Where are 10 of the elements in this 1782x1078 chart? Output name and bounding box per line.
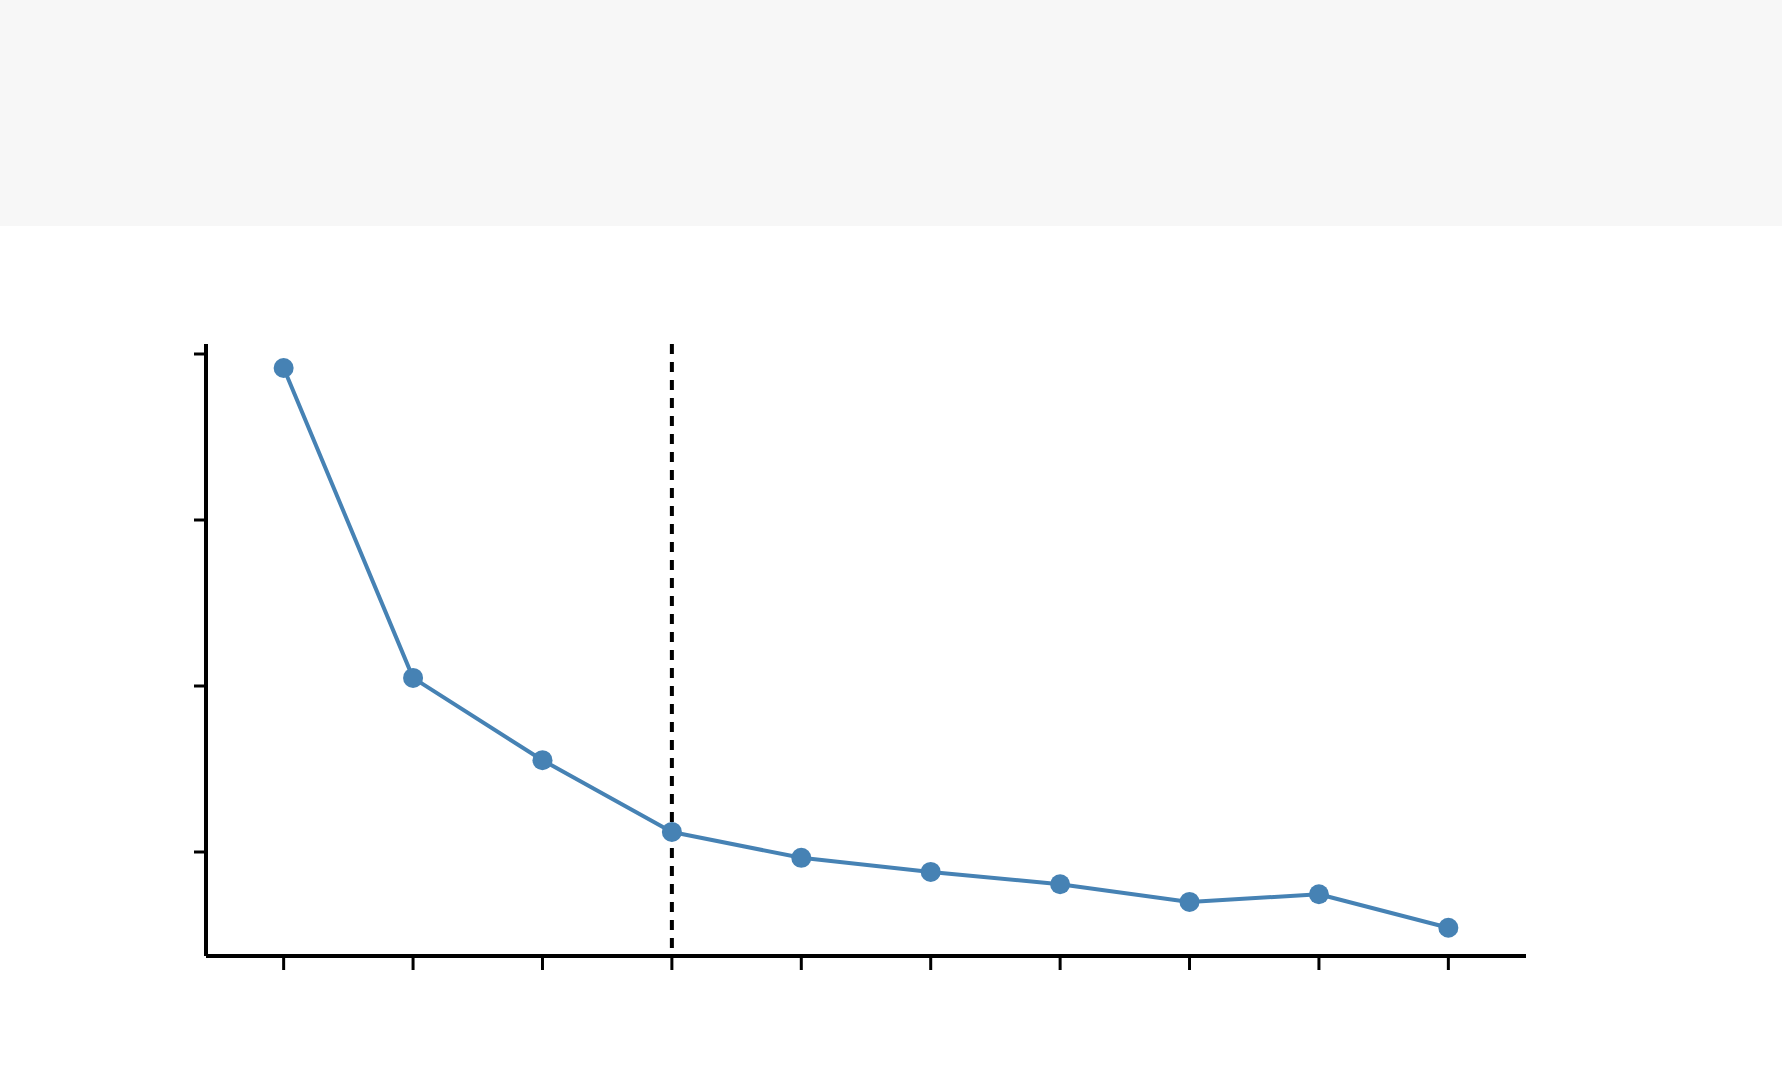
point — [1438, 917, 1459, 938]
point — [1308, 884, 1329, 905]
point — [661, 821, 682, 842]
point — [791, 847, 812, 868]
point — [1179, 891, 1200, 912]
point — [1050, 874, 1071, 895]
point — [273, 358, 294, 378]
point — [403, 667, 424, 688]
point — [920, 861, 941, 882]
point — [532, 750, 553, 771]
